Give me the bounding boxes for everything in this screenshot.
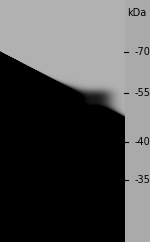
Text: kDa: kDa [127,8,146,18]
Text: -55: -55 [134,88,150,98]
Text: -70: -70 [134,47,150,57]
Text: -35: -35 [134,175,150,185]
Text: -40: -40 [134,136,150,147]
Bar [125,0,150,242]
